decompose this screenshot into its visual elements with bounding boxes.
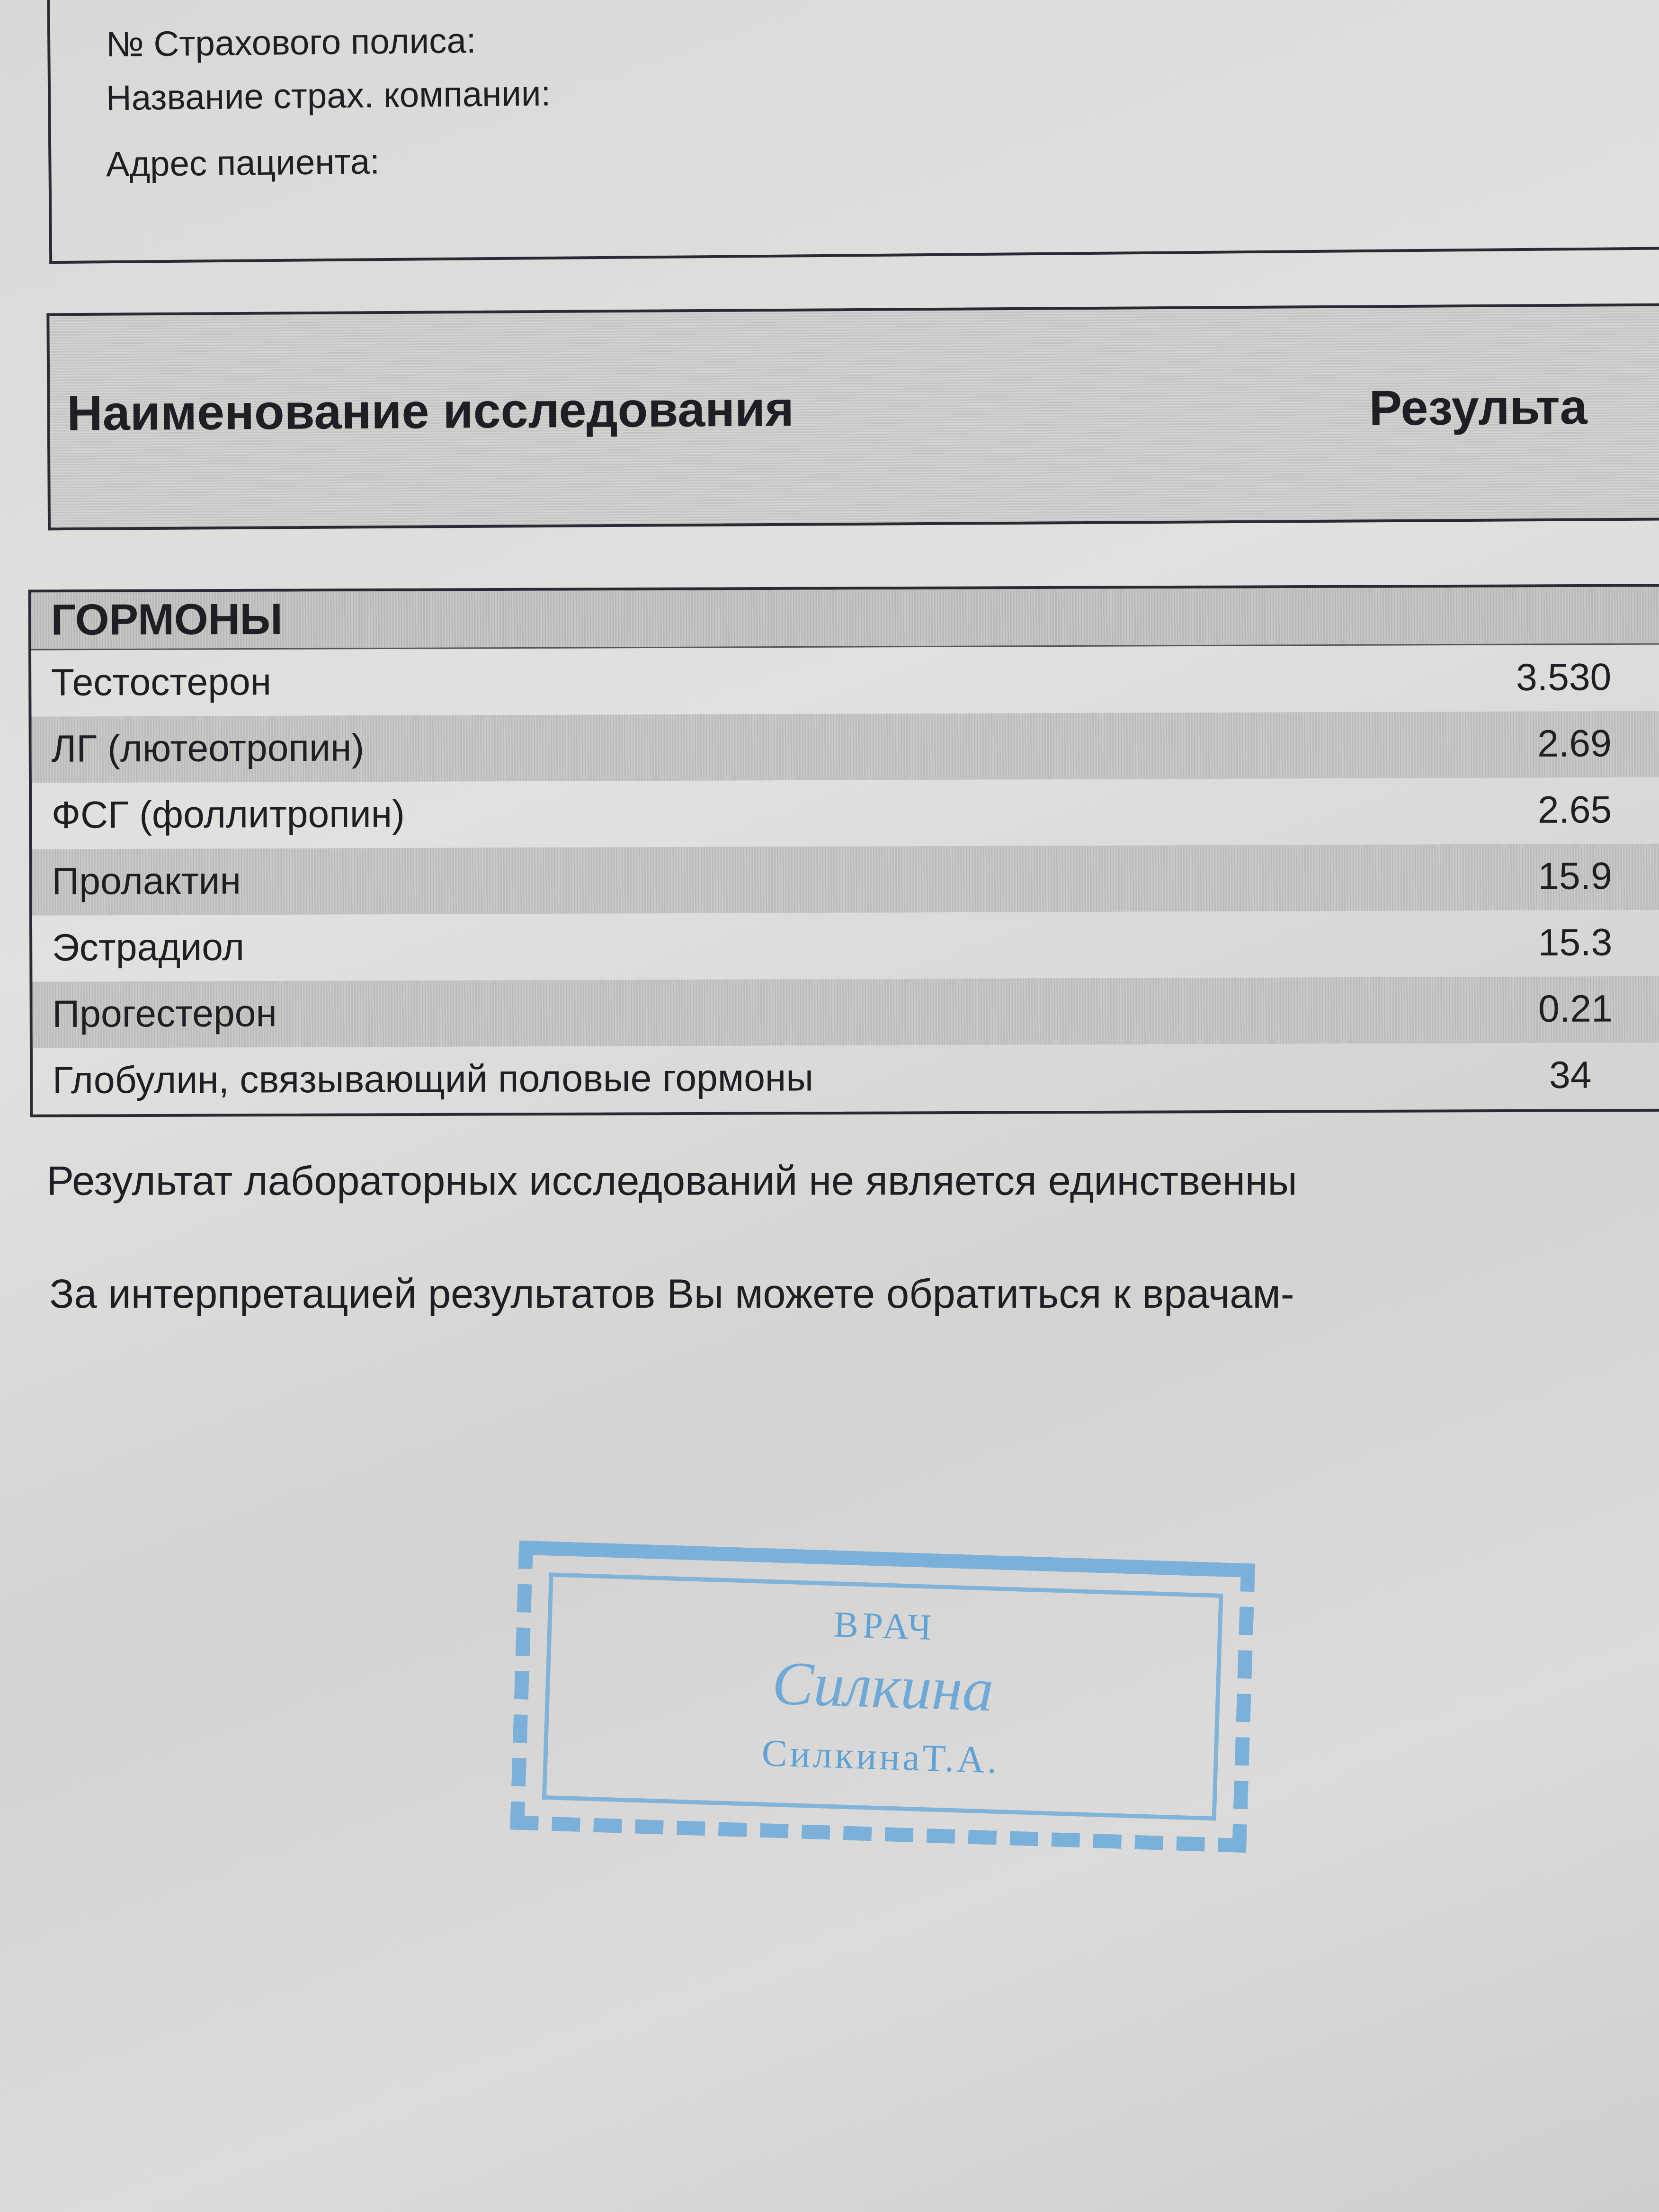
test-value: 3.530 [1516, 656, 1612, 699]
test-value: 0.21 [1538, 987, 1613, 1030]
section-title: ГОРМОНЫ [31, 586, 1659, 651]
test-value: 15.3 [1538, 921, 1613, 964]
name-column-header: Наименование исследования [66, 382, 794, 442]
table-row: Пролактин 15.9 [32, 843, 1659, 916]
table-header: Наименование исследования Результа [46, 303, 1659, 531]
test-name: Эстрадиол [52, 926, 245, 969]
results-table: ГОРМОНЫ Тестостерон 3.530 ЛГ (лютеотропин… [28, 583, 1659, 1117]
table-row: Глобулин, связывающий половые гормоны 34 [33, 1042, 1659, 1115]
disclaimer-text: Результат лабораторных исследований не я… [46, 1160, 1297, 1205]
result-column-header: Результа [1369, 380, 1588, 437]
doctor-stamp: ВРАЧ Силкина СилкинаТ.А. [510, 1540, 1256, 1853]
insurer-name-label: Название страх. компании: [106, 74, 551, 119]
test-value: 34 [1549, 1054, 1592, 1097]
address-label: Адрес пациента: [106, 142, 380, 185]
table-row: ЛГ (лютеотропин) 2.69 [31, 711, 1659, 783]
test-value: 15.9 [1538, 855, 1612, 898]
table-row: Прогестерон 0.21 [32, 976, 1659, 1048]
table-row: ФСГ (фоллитропин) 2.65 [32, 777, 1659, 849]
test-value: 2.65 [1537, 788, 1612, 831]
test-name: ФСГ (фоллитропин) [51, 793, 405, 837]
test-value: 2.69 [1537, 722, 1612, 765]
test-name: Пролактин [52, 859, 241, 903]
interpretation-text: За интерпретацией результатов Вы можете … [49, 1272, 1294, 1318]
test-name: Прогестерон [52, 992, 277, 1035]
policy-number-label: № Страхового полиса: [106, 21, 476, 65]
test-name: Тестостерон [51, 660, 272, 704]
table-row: Эстрадиол 15.3 [32, 910, 1659, 982]
table-row: Тестостерон 3.530 [31, 644, 1659, 717]
test-name: Глобулин, связывающий половые гормоны [52, 1056, 814, 1102]
test-name: ЛГ (лютеотропин) [51, 726, 365, 770]
